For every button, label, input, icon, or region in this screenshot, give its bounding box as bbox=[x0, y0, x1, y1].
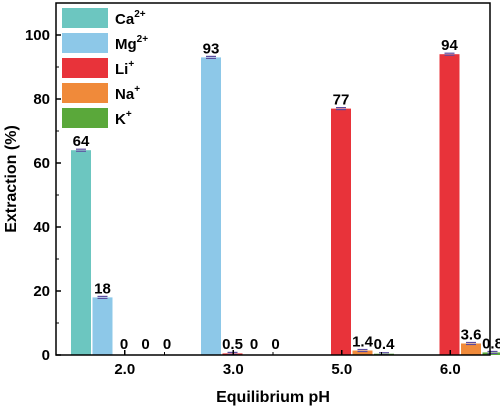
legend-swatch-k bbox=[62, 108, 108, 128]
legend-label-na: Na+ bbox=[115, 84, 140, 103]
legend-swatch-na bbox=[62, 83, 108, 103]
legend-label-ca: Ca2+ bbox=[115, 9, 146, 28]
y-tick-label: 60 bbox=[33, 155, 50, 172]
y-tick-label: 80 bbox=[33, 91, 50, 108]
data-label-na-2.0: 0 bbox=[141, 336, 149, 353]
x-tick-label: 6.0 bbox=[440, 361, 461, 378]
bars-layer bbox=[71, 52, 500, 356]
data-label-k-3.0: 0 bbox=[271, 336, 279, 353]
bar-na-6.0 bbox=[461, 343, 481, 355]
data-label-k-5.0: 0.4 bbox=[374, 336, 396, 353]
data-label-na-6.0: 3.6 bbox=[461, 326, 482, 343]
data-label-li-2.0: 0 bbox=[120, 336, 128, 353]
data-label-li-6.0: 94 bbox=[441, 37, 458, 54]
y-axis-title: Extraction (%) bbox=[3, 125, 20, 233]
y-tick-label: 20 bbox=[33, 283, 50, 300]
data-label-ca-2.0: 64 bbox=[73, 133, 90, 150]
data-label-k-2.0: 0 bbox=[163, 336, 171, 353]
x-axis: 2.0 3.0 5.0 6.0 bbox=[114, 350, 461, 378]
bar-mg-2.0 bbox=[92, 297, 113, 355]
data-label-k-6.0: 0.8 bbox=[482, 335, 500, 352]
data-label-mg-3.0: 93 bbox=[203, 40, 220, 57]
data-label-na-5.0: 1.4 bbox=[352, 334, 374, 351]
y-tick-label: 40 bbox=[33, 219, 50, 236]
data-label-mg-2.0: 18 bbox=[94, 280, 111, 297]
legend-swatch-li bbox=[62, 58, 108, 78]
data-label-li-5.0: 77 bbox=[333, 92, 350, 109]
x-tick-label: 3.0 bbox=[223, 361, 244, 378]
legend-swatch-mg bbox=[62, 33, 108, 53]
bar-na-5.0 bbox=[352, 350, 373, 355]
y-tick-label: 0 bbox=[42, 347, 50, 364]
legend-label-mg: Mg2+ bbox=[115, 34, 148, 53]
y-axis: 0 20 40 60 80 100 bbox=[25, 27, 61, 364]
bar-mg-3.0 bbox=[201, 57, 221, 356]
x-tick-label: 2.0 bbox=[114, 361, 135, 378]
legend: Ca2+ Mg2+ Li+ Na+ K+ bbox=[62, 8, 148, 128]
y-tick-label: 100 bbox=[25, 27, 50, 44]
bar-ca-2.0 bbox=[71, 150, 91, 355]
data-label-na-3.0: 0 bbox=[250, 336, 258, 353]
legend-label-k: K+ bbox=[115, 109, 132, 128]
plot-frame bbox=[55, 2, 491, 356]
data-label-li-3.0: 0.5 bbox=[222, 336, 243, 353]
legend-label-li: Li+ bbox=[115, 59, 134, 78]
bar-li-5.0 bbox=[331, 108, 351, 355]
x-axis-title: Equilibrium pH bbox=[216, 389, 330, 406]
bar-li-6.0 bbox=[439, 54, 460, 355]
x-tick-label: 5.0 bbox=[331, 361, 352, 378]
legend-swatch-ca bbox=[62, 8, 108, 28]
